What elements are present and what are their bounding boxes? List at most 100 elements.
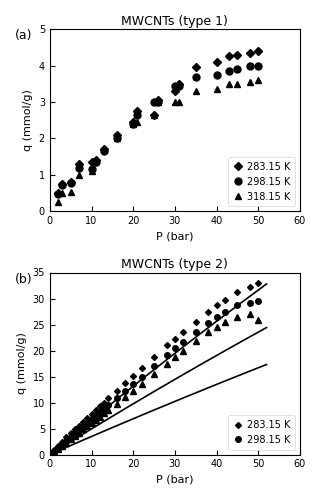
- 298.15 K: [81, 423, 85, 429]
- 283.15 K: [131, 119, 135, 125]
- 318.15 K: [235, 81, 239, 87]
- 283.15 K: [140, 365, 143, 371]
- 283.15 K: [173, 336, 177, 342]
- 283.15 K: [69, 179, 73, 185]
- 298.15 K: [256, 62, 260, 68]
- 283.15 K: [106, 396, 110, 402]
- X-axis label: P (bar): P (bar): [156, 475, 194, 485]
- 298.15 K: [56, 445, 60, 451]
- Y-axis label: q (mmol/g): q (mmol/g): [17, 332, 27, 394]
- 283.15 K: [60, 438, 64, 444]
- Title: MWCNTs (type 2): MWCNTs (type 2): [121, 258, 228, 272]
- 298.15 K: [94, 412, 98, 418]
- 298.15 K: [140, 374, 143, 380]
- 298.15 K: [173, 82, 177, 88]
- 298.15 K: [181, 338, 185, 344]
- 283.15 K: [152, 112, 156, 117]
- 283.15 K: [73, 426, 77, 432]
- 298.15 K: [60, 182, 64, 188]
- 318.15 K: [248, 79, 252, 85]
- 298.15 K: [131, 121, 135, 127]
- 283.15 K: [256, 48, 260, 54]
- Line: 298.15 K: 298.15 K: [49, 298, 261, 456]
- 283.15 K: [215, 302, 219, 308]
- 283.15 K: [156, 97, 160, 103]
- 298.15 K: [152, 363, 156, 369]
- 283.15 K: [102, 146, 106, 152]
- 298.15 K: [94, 159, 98, 165]
- 283.15 K: [123, 380, 127, 386]
- 283.15 K: [102, 400, 106, 406]
- 318.15 K: [227, 81, 231, 87]
- 298.15 K: [235, 66, 239, 72]
- 283.15 K: [173, 88, 177, 94]
- 298.15 K: [223, 308, 227, 314]
- Text: (b): (b): [15, 272, 32, 285]
- 283.15 K: [194, 319, 198, 325]
- 298.15 K: [102, 148, 106, 154]
- 318.15 K: [156, 99, 160, 105]
- 298.15 K: [206, 320, 210, 326]
- X-axis label: P (bar): P (bar): [156, 232, 194, 241]
- 298.15 K: [131, 381, 135, 387]
- 283.15 K: [115, 132, 118, 138]
- Line: 298.15 K: 298.15 K: [55, 62, 262, 197]
- 283.15 K: [81, 419, 85, 425]
- 283.15 K: [223, 296, 227, 302]
- 298.15 K: [173, 345, 177, 351]
- Title: MWCNTs (type 1): MWCNTs (type 1): [121, 15, 228, 28]
- 283.15 K: [181, 330, 185, 336]
- 298.15 K: [194, 330, 198, 336]
- 318.15 K: [194, 88, 198, 94]
- 318.15 K: [115, 136, 118, 141]
- 283.15 K: [177, 81, 181, 87]
- 298.15 K: [215, 314, 219, 320]
- 298.15 K: [90, 416, 93, 422]
- 298.15 K: [135, 112, 139, 117]
- 318.15 K: [135, 119, 139, 125]
- 298.15 K: [106, 402, 110, 408]
- 283.15 K: [215, 59, 219, 65]
- 318.15 K: [177, 99, 181, 105]
- 298.15 K: [227, 68, 231, 74]
- 298.15 K: [235, 302, 239, 308]
- 283.15 K: [248, 284, 252, 290]
- 283.15 K: [56, 190, 60, 196]
- 318.15 K: [131, 121, 135, 127]
- 283.15 K: [248, 50, 252, 56]
- 283.15 K: [77, 161, 81, 167]
- 283.15 K: [152, 354, 156, 360]
- 283.15 K: [52, 447, 56, 453]
- 283.15 K: [165, 342, 169, 348]
- 283.15 K: [206, 308, 210, 314]
- 298.15 K: [152, 99, 156, 105]
- 298.15 K: [69, 180, 73, 186]
- 283.15 K: [50, 450, 54, 456]
- Text: (a): (a): [15, 29, 32, 42]
- 298.15 K: [98, 409, 102, 415]
- 318.15 K: [94, 158, 98, 164]
- 283.15 K: [98, 403, 102, 409]
- 298.15 K: [115, 136, 118, 141]
- 318.15 K: [215, 86, 219, 92]
- 298.15 K: [248, 62, 252, 68]
- 283.15 K: [227, 54, 231, 60]
- 298.15 K: [102, 406, 106, 412]
- 298.15 K: [115, 396, 118, 402]
- 283.15 K: [85, 415, 89, 421]
- 283.15 K: [77, 423, 81, 429]
- Y-axis label: q (mmol/g): q (mmol/g): [23, 90, 33, 151]
- 298.15 K: [248, 300, 252, 306]
- 298.15 K: [60, 441, 64, 447]
- 298.15 K: [156, 99, 160, 105]
- 283.15 K: [256, 280, 260, 286]
- 298.15 K: [165, 352, 169, 358]
- 318.15 K: [173, 99, 177, 105]
- 298.15 K: [77, 426, 81, 432]
- 298.15 K: [56, 191, 60, 197]
- Legend: 283.15 K, 298.15 K: 283.15 K, 298.15 K: [228, 415, 295, 450]
- 298.15 K: [65, 438, 68, 444]
- 298.15 K: [52, 448, 56, 454]
- 318.15 K: [256, 77, 260, 83]
- Line: 283.15 K: 283.15 K: [56, 48, 261, 196]
